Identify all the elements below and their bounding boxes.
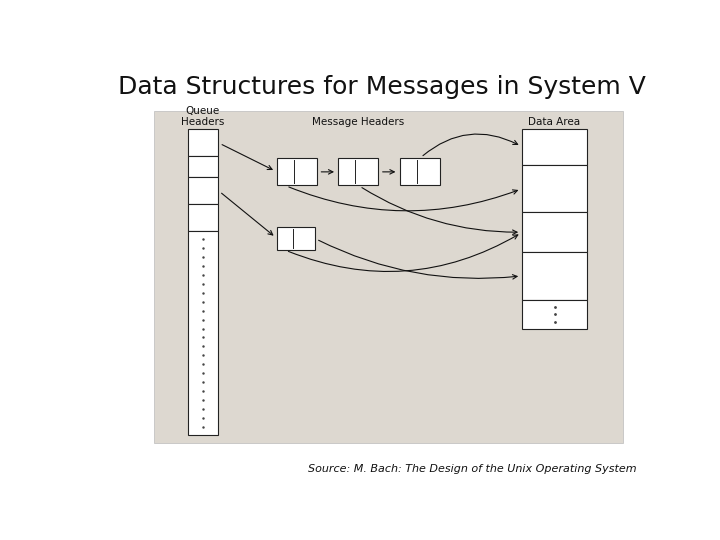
Bar: [400, 158, 440, 185]
Bar: [338, 158, 379, 185]
Bar: [523, 212, 587, 252]
Bar: [277, 227, 315, 250]
Bar: [154, 111, 623, 443]
Bar: [188, 156, 218, 177]
Bar: [188, 204, 218, 231]
Bar: [188, 177, 218, 204]
Bar: [523, 300, 587, 329]
Bar: [277, 158, 317, 185]
Bar: [188, 129, 218, 156]
Text: Message Headers: Message Headers: [312, 117, 405, 127]
Bar: [188, 231, 218, 435]
Bar: [523, 129, 587, 165]
Text: Data Area: Data Area: [528, 117, 580, 127]
Text: Source: M. Bach: The Design of the Unix Operating System: Source: M. Bach: The Design of the Unix …: [308, 464, 637, 474]
Bar: [523, 252, 587, 300]
Text: Queue
Headers: Queue Headers: [181, 106, 225, 127]
Text: Data Structures for Messages in System V: Data Structures for Messages in System V: [118, 75, 646, 99]
Bar: [523, 165, 587, 212]
